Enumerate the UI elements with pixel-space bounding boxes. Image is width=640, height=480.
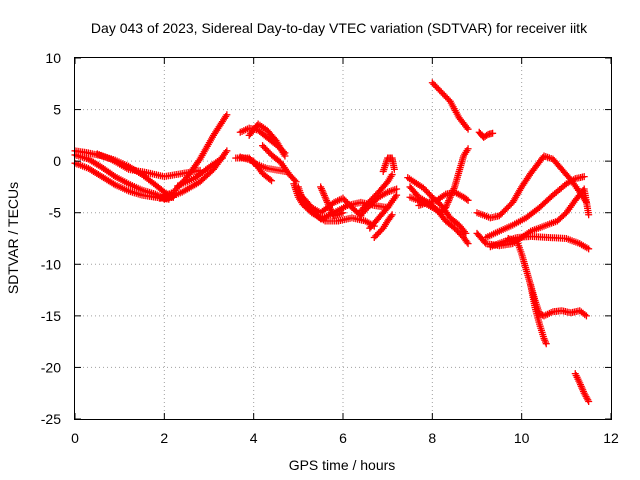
series-arc-19: [366, 191, 401, 232]
series-arc-27: [475, 128, 497, 141]
x-tick-label: 0: [71, 430, 79, 446]
y-tick-label: 0: [53, 153, 61, 169]
data-marks: [71, 79, 593, 405]
y-tick-label: -15: [41, 308, 61, 324]
series-arc-11: [236, 153, 276, 185]
series-arc-16: [317, 183, 347, 220]
series-arc-18: [357, 171, 396, 215]
series-arc-33: [527, 281, 550, 348]
x-tick-label: 12: [603, 430, 619, 446]
series-arc-9: [245, 120, 289, 160]
y-tick-label: -10: [41, 256, 61, 272]
plot-frame: [74, 57, 612, 420]
series-arc-21: [379, 154, 398, 175]
series-arc-32: [504, 235, 590, 320]
x-axis-label: GPS time / hours: [289, 457, 396, 473]
x-tick-label: 10: [514, 430, 530, 446]
x-tick-label: 4: [250, 430, 258, 446]
x-tick-label: 2: [160, 430, 168, 446]
y-tick-label: -20: [41, 359, 61, 375]
series-arc-31: [482, 173, 588, 241]
axes: 0 2 4 6 8 10 12 10 5 0 -5 -10 -15 -20 -25: [41, 50, 619, 446]
series-arc-22: [404, 174, 470, 237]
series-arc-26: [428, 79, 472, 133]
y-tick-label: -25: [41, 411, 61, 427]
series-arc-29: [473, 152, 590, 222]
series-arc-25: [415, 198, 472, 248]
series-arc-20: [370, 211, 396, 241]
chart-title: Day 043 of 2023, Sidereal Day-to-day VTE…: [91, 20, 588, 36]
series-arc-7: [174, 154, 226, 190]
series-arc-12: [259, 142, 300, 186]
y-tick-label: 5: [53, 102, 61, 118]
y-tick-label: -5: [49, 205, 62, 221]
series-arc-30: [486, 232, 593, 253]
series-arc-34: [571, 370, 593, 405]
y-axis-label: SDTVAR / TECUs: [5, 182, 21, 294]
x-tick-label: 8: [428, 430, 436, 446]
y-tick-label: 10: [45, 50, 61, 66]
series-arc-17: [357, 185, 401, 219]
x-tick-label: 6: [339, 430, 347, 446]
